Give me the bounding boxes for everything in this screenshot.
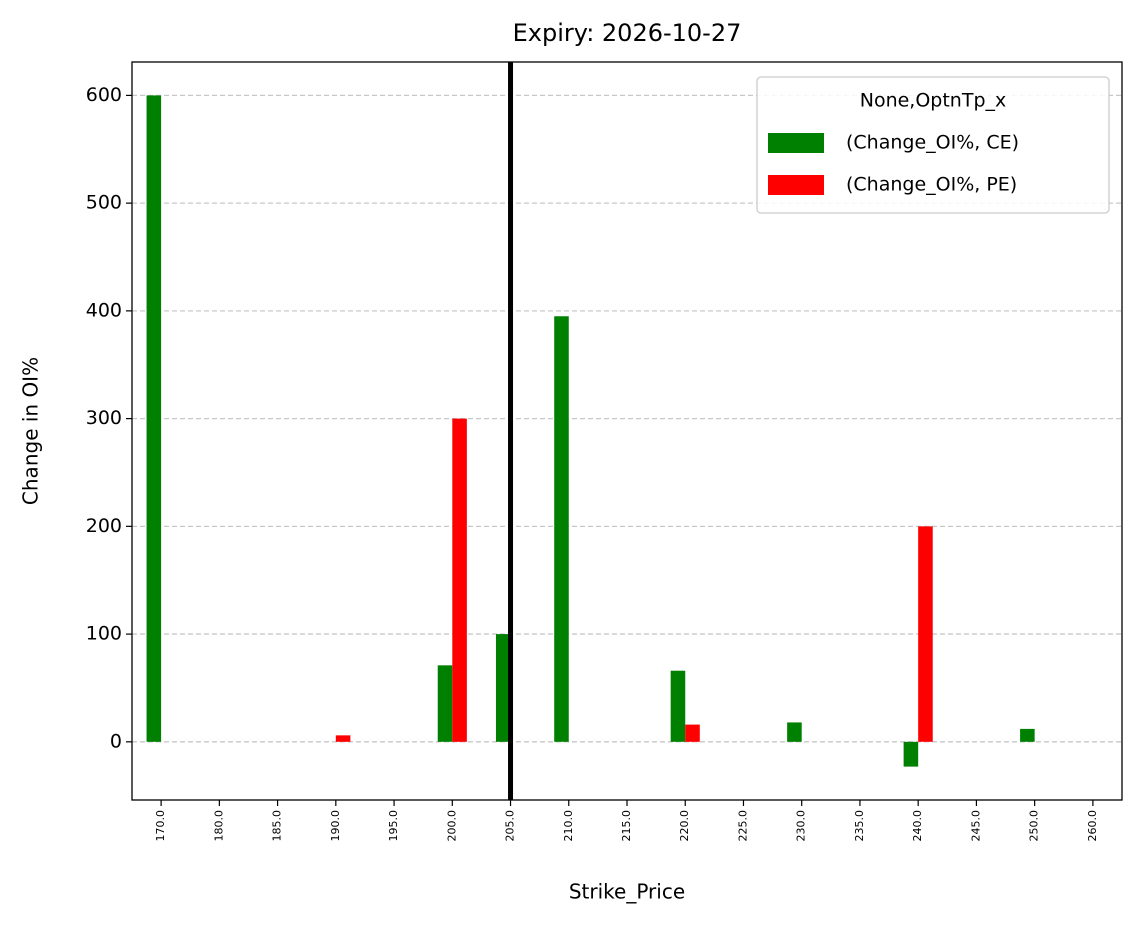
x-axis-label: Strike_Price xyxy=(569,880,685,904)
x-tick-label: 190.0 xyxy=(329,810,342,842)
x-tick-label: 225.0 xyxy=(736,810,749,842)
x-tick-label: 230.0 xyxy=(795,810,808,842)
legend-swatch xyxy=(768,175,824,195)
x-tick-label: 215.0 xyxy=(620,810,633,842)
bar xyxy=(918,526,933,742)
plot-frame xyxy=(131,61,1123,801)
x-tick-label: 245.0 xyxy=(969,810,982,842)
y-tick-label: 300 xyxy=(86,407,122,429)
bar xyxy=(335,735,351,742)
x-tick-label: 260.0 xyxy=(1086,810,1099,842)
y-tick-label: 400 xyxy=(86,299,122,321)
x-tick-label: 250.0 xyxy=(1028,810,1041,842)
x-tick-label: 200.0 xyxy=(445,810,458,842)
bar xyxy=(685,724,700,742)
legend-label: (Change_OI%, CE) xyxy=(846,132,1019,154)
bar xyxy=(452,418,467,742)
y-tick-label: 200 xyxy=(86,515,122,537)
x-tick-label: 205.0 xyxy=(504,810,517,842)
x-tick-label: 240.0 xyxy=(911,810,924,842)
bar xyxy=(787,722,802,742)
y-tick-label: 100 xyxy=(86,623,122,645)
x-tick-label: 235.0 xyxy=(853,810,866,842)
x-tick-label: 210.0 xyxy=(562,810,575,842)
x-tick-label: 170.0 xyxy=(154,810,167,842)
x-tick-label: 180.0 xyxy=(212,810,225,842)
chart-title: Expiry: 2026-10-27 xyxy=(513,19,742,47)
y-axis-label: Change in OI% xyxy=(19,357,43,505)
legend-label: (Change_OI%, PE) xyxy=(846,174,1017,196)
bar xyxy=(1020,728,1035,742)
x-tick-label: 195.0 xyxy=(387,810,400,842)
y-tick-label: 600 xyxy=(86,84,122,106)
y-tick-label: 500 xyxy=(86,192,122,214)
x-tick-label: 185.0 xyxy=(271,810,284,842)
y-tick-label: 0 xyxy=(110,730,122,752)
bar xyxy=(437,665,453,742)
bar xyxy=(903,741,919,767)
x-tick-label: 220.0 xyxy=(678,810,691,842)
bar xyxy=(670,670,686,742)
legend-title: None,OptnTp_x xyxy=(860,90,1007,112)
legend-box xyxy=(756,76,1110,214)
bar xyxy=(146,95,162,742)
bar xyxy=(495,634,511,742)
bar xyxy=(554,316,569,742)
legend-swatch xyxy=(768,133,824,153)
